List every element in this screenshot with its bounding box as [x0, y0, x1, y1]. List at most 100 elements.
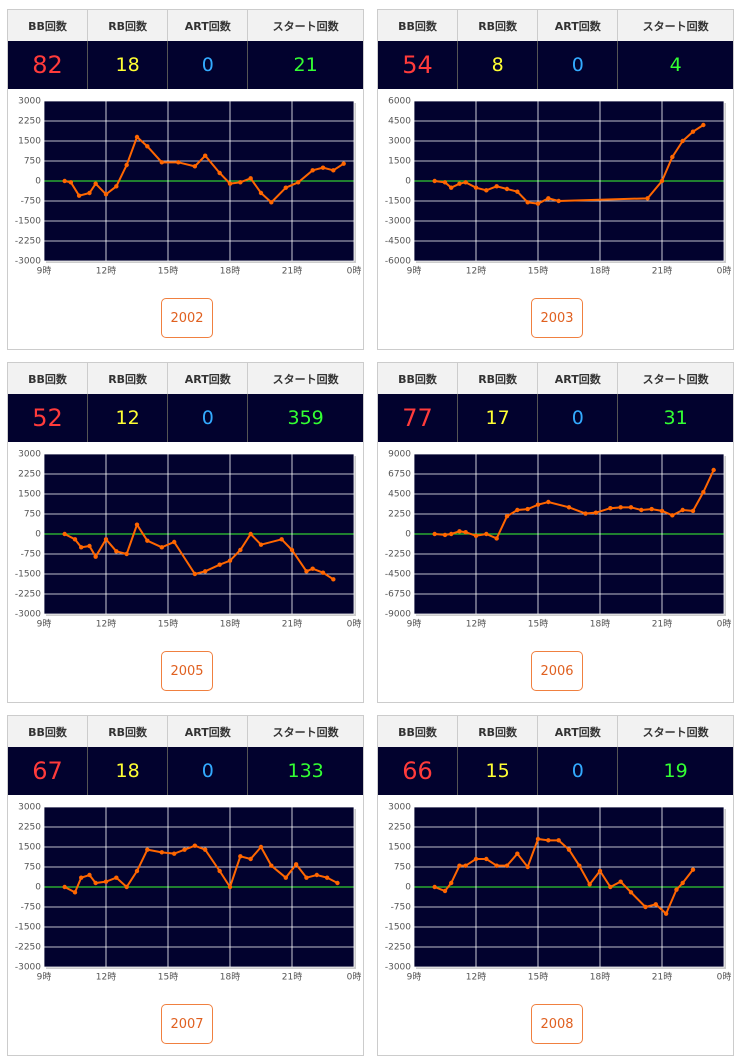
point — [701, 122, 706, 128]
y-tick-label: 0 — [35, 883, 41, 893]
header-cell: スタート回数 — [272, 19, 339, 33]
point — [248, 531, 253, 537]
y-tick-label: -6000 — [385, 257, 411, 267]
point — [134, 134, 140, 140]
point — [192, 843, 198, 848]
point — [72, 890, 78, 895]
point — [227, 181, 233, 186]
point — [79, 545, 84, 550]
year-button[interactable]: 2007 — [161, 1004, 213, 1044]
point — [711, 467, 716, 473]
year-button[interactable]: 2008 — [531, 1004, 583, 1044]
point — [62, 531, 67, 537]
header-cell: ART回数 — [538, 716, 619, 747]
point — [310, 566, 315, 571]
y-tick-label: -3000 — [15, 963, 41, 973]
x-tick-label: 18時 — [590, 972, 610, 983]
header-cell: BB回数 — [378, 716, 459, 747]
y-tick-label: -2250 — [15, 943, 41, 953]
point — [304, 875, 309, 880]
point — [258, 190, 264, 196]
stat-value: 21 — [293, 54, 318, 76]
point — [310, 168, 315, 173]
y-tick-label: 2250 — [18, 117, 41, 127]
stat-value: 0 — [538, 394, 619, 442]
y-tick-label: -9000 — [385, 610, 411, 620]
year-button[interactable]: 2005 — [161, 651, 213, 691]
y-tick-label: 0 — [35, 530, 41, 540]
y-tick-label: 3000 — [18, 803, 41, 813]
header-cell: スタート回数 — [642, 372, 709, 386]
y-tick-label: 3000 — [388, 137, 411, 147]
point — [217, 170, 222, 176]
point — [504, 514, 510, 519]
y-tick-label: -2250 — [385, 943, 411, 953]
point — [583, 511, 588, 516]
point — [87, 190, 92, 196]
point — [217, 868, 222, 874]
year-button[interactable]: 2006 — [531, 651, 583, 691]
point — [203, 153, 208, 158]
year-button[interactable]: 2003 — [531, 298, 583, 338]
stat-value: 0 — [168, 747, 249, 795]
x-tick-label: 21時 — [282, 619, 302, 630]
header-cell: BB回数 — [8, 363, 89, 394]
point — [269, 200, 274, 205]
point — [463, 863, 468, 868]
point — [331, 168, 336, 173]
point — [432, 884, 437, 890]
y-tick-label: -1500 — [385, 197, 411, 207]
y-tick-label: 750 — [24, 863, 41, 873]
point — [76, 193, 82, 198]
panel: BB回数 RB回数 ART回数 スタート回数 82 18 0 21 3000 2250 1500 75… — [7, 9, 364, 350]
point — [114, 184, 119, 189]
point — [62, 884, 67, 890]
point — [449, 531, 454, 537]
stat-value: 0 — [168, 41, 249, 89]
point — [320, 570, 326, 575]
y-tick-label: 6750 — [388, 470, 411, 480]
header-row: BB回数 RB回数 ART回数 スタート回数 — [8, 10, 363, 41]
point — [79, 875, 84, 880]
point — [103, 879, 109, 884]
stat-value: 8 — [458, 41, 539, 89]
point — [494, 863, 499, 868]
header-cell: RB回数 — [88, 363, 169, 394]
header-row: BB回数 RB回数 ART回数 スタート回数 — [378, 10, 733, 41]
y-tick-label: -3000 — [15, 610, 41, 620]
point — [335, 880, 340, 886]
stat-value: 15 — [458, 747, 539, 795]
header-cell: スタート回数 — [642, 725, 709, 739]
header-cell: ART回数 — [168, 363, 249, 394]
stat-value: 4 — [669, 54, 682, 76]
point — [114, 549, 119, 554]
point — [473, 533, 479, 538]
point — [449, 880, 454, 886]
point — [62, 178, 67, 184]
point — [442, 888, 448, 894]
point — [597, 868, 603, 874]
y-tick-label: 9000 — [388, 450, 411, 460]
stat-value: 19 — [663, 760, 688, 782]
point — [442, 532, 448, 538]
point — [515, 189, 520, 194]
point — [314, 872, 319, 878]
point — [283, 875, 288, 880]
y-tick-label: -4500 — [385, 237, 411, 247]
header-cell: RB回数 — [88, 10, 169, 41]
point — [93, 554, 98, 559]
point — [639, 507, 644, 513]
point — [525, 864, 530, 870]
x-tick-label: 0時 — [717, 972, 732, 983]
point — [159, 850, 164, 855]
point — [331, 577, 336, 582]
point — [457, 529, 462, 534]
x-tick-label: 15時 — [528, 972, 548, 983]
point — [484, 531, 489, 537]
point — [628, 505, 634, 510]
year-button[interactable]: 2002 — [161, 298, 213, 338]
point — [289, 547, 295, 553]
point — [484, 188, 489, 193]
point — [320, 165, 326, 170]
